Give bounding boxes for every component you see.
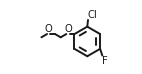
Text: O: O xyxy=(45,24,52,34)
Text: F: F xyxy=(102,56,108,66)
Text: O: O xyxy=(64,24,72,34)
Text: Cl: Cl xyxy=(88,10,97,20)
